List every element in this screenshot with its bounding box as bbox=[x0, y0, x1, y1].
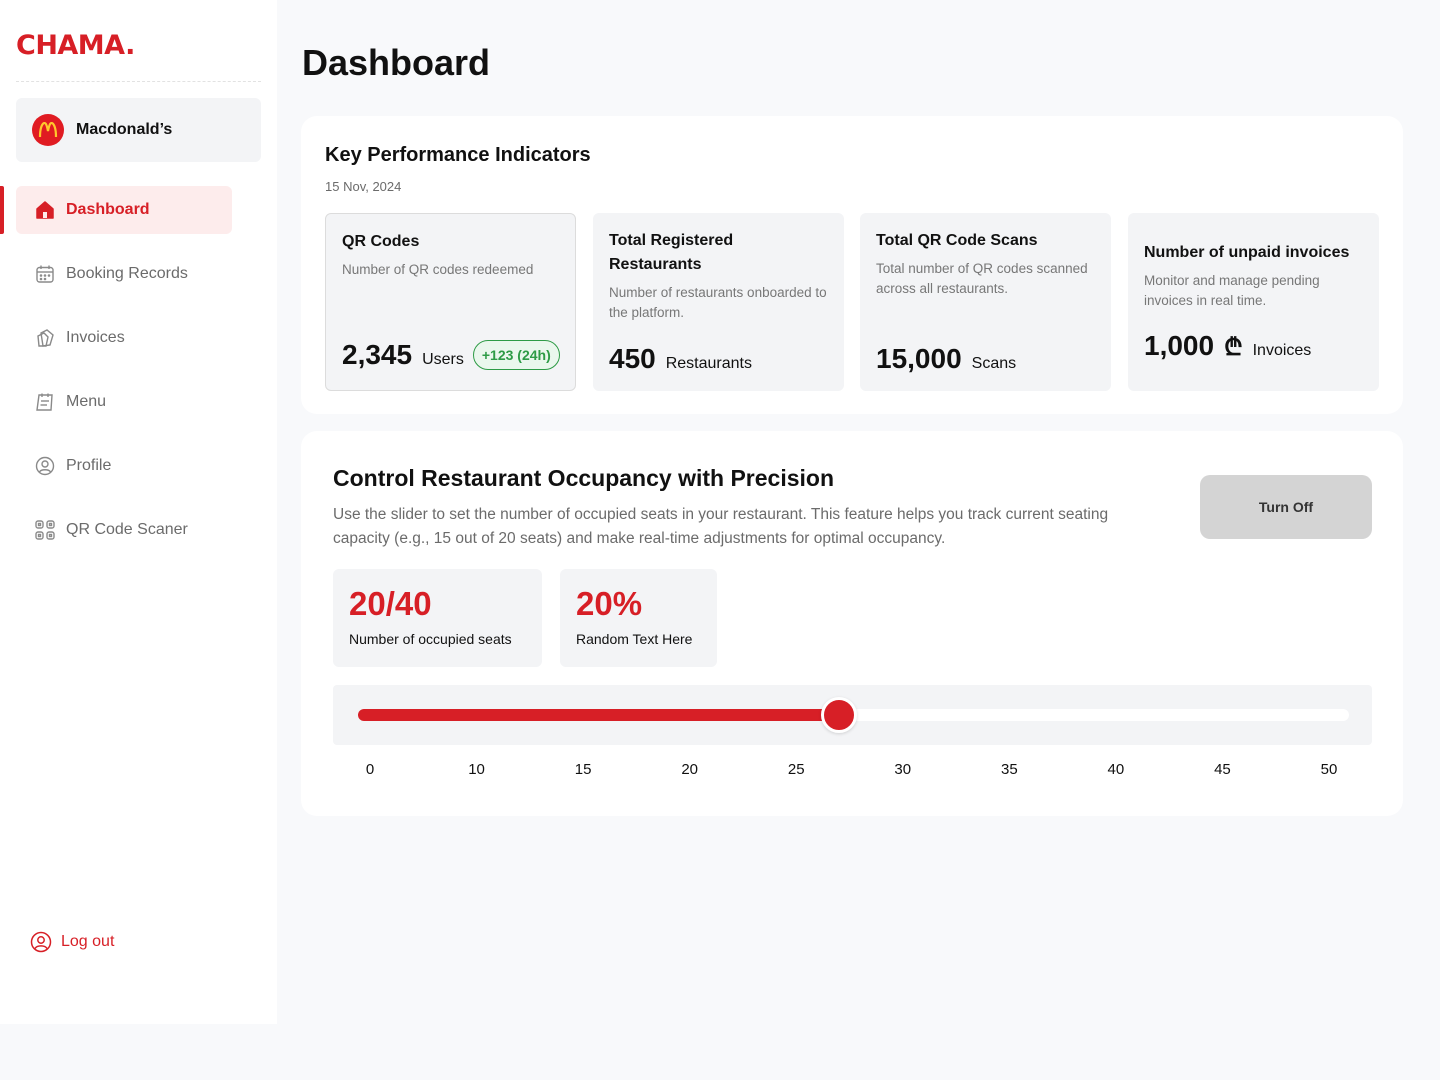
kpi-unit: Scans bbox=[971, 355, 1017, 372]
logout-button[interactable]: Log out bbox=[30, 931, 114, 953]
kpi-unit: Invoices bbox=[1252, 342, 1312, 359]
stat-value: 20% bbox=[576, 585, 643, 622]
kpi-card-desc: Monitor and manage pending invoices in r… bbox=[1144, 273, 1320, 308]
sidebar-item-label: Dashboard bbox=[66, 201, 150, 218]
logout-label: Log out bbox=[61, 933, 115, 950]
kpi-card-desc: Number of restaurants onboarded to the p… bbox=[609, 285, 827, 320]
kpi-card-title: Number of unpaid invoices bbox=[1144, 244, 1350, 261]
kpi-card-title: Total Registered Restaurants bbox=[609, 232, 734, 273]
slider-tick-label: 0 bbox=[365, 761, 375, 778]
slider-tick-label: 15 bbox=[574, 761, 592, 778]
kpi-value: 450 bbox=[609, 343, 656, 374]
active-indicator bbox=[0, 186, 4, 234]
sidebar-item-label: Booking Records bbox=[66, 265, 188, 282]
kpi-value-row: 450 Restaurants bbox=[609, 343, 752, 375]
occupied-seats-card: 20/40 Number of occupied seats bbox=[333, 569, 542, 667]
occupancy-panel: Control Restaurant Occupancy with Precis… bbox=[301, 431, 1403, 816]
sidebar-item-label: Profile bbox=[66, 457, 112, 474]
sidebar-item-dashboard[interactable]: Dashboard bbox=[16, 186, 232, 234]
page-title: Dashboard bbox=[302, 42, 491, 83]
slider-tick-label: 50 bbox=[1320, 761, 1338, 778]
slider-thumb[interactable] bbox=[820, 697, 857, 733]
kpi-unit: Users bbox=[422, 351, 464, 368]
kpi-card-unpaid-invoices[interactable]: Number of unpaid invoices Monitor and ma… bbox=[1128, 213, 1379, 391]
kpi-value: 15,000 bbox=[876, 343, 962, 374]
stat-label: Number of occupied seats bbox=[349, 631, 512, 647]
kpi-card-title: QR Codes bbox=[342, 233, 420, 250]
kpi-card-qr-scans[interactable]: Total QR Code Scans Total number of QR c… bbox=[860, 213, 1111, 391]
sidebar-item-label: QR Code Scaner bbox=[66, 521, 188, 538]
menu-board-icon bbox=[34, 391, 56, 413]
kpi-card-title: Total QR Code Scans bbox=[876, 232, 1038, 249]
kpi-card-restaurants[interactable]: Total Registered Restaurants Number of r… bbox=[593, 213, 844, 391]
sidebar-item-booking-records[interactable]: Booking Records bbox=[16, 250, 232, 298]
kpi-card-desc: Total number of QR codes scanned across … bbox=[876, 261, 1088, 296]
sidebar-item-label: Invoices bbox=[66, 329, 125, 346]
kpi-value-row: 15,000 Scans bbox=[876, 343, 1016, 375]
sidebar-item-profile[interactable]: Profile bbox=[16, 442, 232, 490]
stat-label: Random Text Here bbox=[576, 631, 693, 647]
kpi-card-desc: Number of QR codes redeemed bbox=[342, 262, 534, 277]
kpi-date: 15 Nov, 2024 bbox=[325, 179, 402, 194]
occupancy-slider[interactable] bbox=[333, 685, 1372, 745]
trend-badge: +123 (24h) bbox=[472, 340, 560, 370]
slider-tick-label: 40 bbox=[1107, 761, 1125, 778]
turn-off-button[interactable]: Turn Off bbox=[1200, 475, 1372, 539]
documents-icon bbox=[34, 327, 56, 349]
sidebar-item-label: Menu bbox=[66, 393, 107, 410]
user-circle-icon bbox=[34, 455, 56, 477]
sidebar: CHAMA. Macdonald’s Dashboard Booking Rec… bbox=[0, 0, 277, 1024]
slider-tick-label: 10 bbox=[468, 761, 485, 778]
calendar-icon bbox=[34, 263, 56, 285]
kpi-value-row: 1,000 ₾ Invoices bbox=[1144, 330, 1311, 363]
occupancy-description: Use the slider to set the number of occu… bbox=[333, 506, 1109, 547]
kpi-value: 2,345 bbox=[342, 339, 413, 370]
slider-track[interactable] bbox=[358, 697, 1349, 733]
brand-logo-icon bbox=[32, 114, 64, 146]
slider-tick-label: 20 bbox=[681, 761, 698, 778]
slider-tick-label: 30 bbox=[894, 761, 912, 778]
logo-divider bbox=[16, 81, 261, 82]
sidebar-item-qr-scanner[interactable]: QR Code Scaner bbox=[16, 506, 232, 554]
user-circle-icon bbox=[30, 931, 52, 953]
kpi-card-qr-codes[interactable]: QR Codes Number of QR codes redeemed 2,3… bbox=[325, 213, 576, 391]
kpi-panel: Key Performance Indicators 15 Nov, 2024 … bbox=[301, 116, 1403, 414]
occupancy-title: Control Restaurant Occupancy with Precis… bbox=[333, 465, 834, 491]
brand-selector[interactable]: Macdonald’s bbox=[16, 98, 261, 162]
kpi-value: 1,000 bbox=[1144, 330, 1215, 361]
occupancy-percent-card: 20% Random Text Here bbox=[560, 569, 717, 667]
kpi-unit: Restaurants bbox=[665, 355, 752, 372]
slider-scale: 0 10 15 20 25 30 35 40 45 50 bbox=[333, 761, 1372, 781]
kpi-value-row: 2,345 Users +123 (24h) bbox=[342, 339, 560, 374]
slider-fill bbox=[358, 709, 839, 721]
qr-scan-icon bbox=[34, 519, 56, 541]
slider-tick-label: 45 bbox=[1214, 761, 1231, 778]
app-logo[interactable]: CHAMA. bbox=[16, 30, 135, 61]
sidebar-item-menu[interactable]: Menu bbox=[16, 378, 232, 426]
lari-currency-icon: ₾ bbox=[1224, 334, 1243, 361]
stat-value: 20/40 bbox=[349, 585, 432, 622]
slider-tick-label: 35 bbox=[1000, 761, 1018, 778]
kpi-title: Key Performance Indicators bbox=[325, 144, 591, 166]
sidebar-item-invoices[interactable]: Invoices bbox=[16, 314, 232, 362]
brand-name: Macdonald’s bbox=[76, 121, 173, 138]
home-icon bbox=[34, 199, 56, 221]
slider-tick-label: 25 bbox=[787, 761, 805, 778]
